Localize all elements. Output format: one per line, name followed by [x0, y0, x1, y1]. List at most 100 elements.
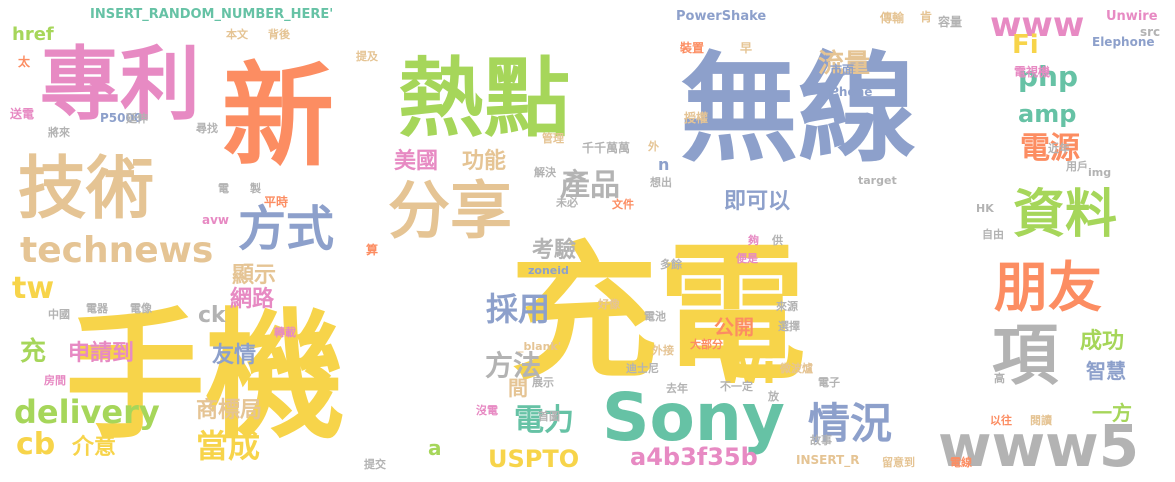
cloud-word: 流量 — [818, 49, 870, 79]
cloud-word: 分享 — [388, 174, 512, 247]
cloud-word: 解決 — [534, 165, 557, 179]
cloud-word: php — [1018, 60, 1078, 93]
cloud-word: 轉載 — [274, 325, 296, 339]
cloud-word: 想出 — [649, 175, 672, 189]
cloud-word: 高 — [994, 371, 1005, 385]
cloud-word: HK — [976, 202, 994, 215]
cloud-word: 肯 — [920, 9, 932, 24]
cloud-word: 閱讀 — [1030, 413, 1052, 427]
cloud-word: 電像 — [130, 301, 153, 315]
cloud-word: 技術 — [18, 150, 154, 229]
cloud-word: 去年 — [666, 381, 688, 395]
cloud-word: P5000 — [100, 111, 142, 125]
cloud-word: 選擇 — [778, 319, 800, 333]
cloud-word: 背後 — [268, 27, 291, 41]
cloud-word: iPhone — [826, 85, 872, 99]
cloud-word: _blank' — [518, 340, 561, 353]
cloud-word: 友情 — [212, 342, 256, 368]
cloud-word: 電視機 — [1014, 64, 1050, 79]
cloud-word: 電子 — [818, 376, 840, 389]
cloud-word: 本文 — [226, 27, 249, 41]
cloud-word: 方法 — [485, 349, 541, 382]
cloud-word: 電器 — [86, 302, 109, 315]
cloud-word: 故事 — [810, 433, 832, 447]
cloud-word: target — [858, 174, 897, 187]
cloud-word: amp — [1018, 100, 1076, 128]
cloud-word: USPTO — [488, 445, 579, 473]
cloud-word: Elephone — [1092, 35, 1155, 49]
cloud-word: 展示 — [531, 376, 554, 389]
cloud-word: 功能 — [462, 148, 506, 174]
cloud-word: 商標局 — [196, 397, 262, 423]
cloud-word: 專利 — [40, 38, 200, 131]
cloud-word: 算 — [366, 242, 378, 257]
cloud-word: 放 — [767, 389, 780, 403]
cloud-word: 市面 — [830, 62, 854, 77]
cloud-word: 新 — [222, 52, 334, 182]
cloud-word: 好像 — [597, 297, 621, 311]
cloud-word: 產品 — [560, 168, 620, 203]
cloud-word: 迪士尼 — [626, 361, 659, 375]
cloud-word: 用戶 — [1066, 159, 1088, 173]
cloud-word: 早 — [740, 41, 752, 55]
cloud-word: 採用 — [486, 290, 550, 328]
cloud-word: 供 — [771, 233, 783, 247]
cloud-word: 千千萬萬 — [582, 140, 630, 155]
cloud-word: 間 — [508, 376, 528, 400]
cloud-word: www — [990, 5, 1084, 45]
cloud-word: src — [1140, 25, 1160, 39]
cloud-word: 來源 — [776, 299, 798, 313]
cloud-word: 電源 — [1020, 131, 1080, 166]
cloud-word: 一方 — [1092, 401, 1132, 425]
cloud-word: 電池 — [644, 309, 666, 323]
cloud-word: tw — [12, 271, 54, 306]
cloud-word: 無線 — [680, 40, 916, 178]
cloud-word: cb — [16, 427, 55, 462]
cloud-word: 充電 — [510, 228, 806, 400]
cloud-word: 電力 — [514, 403, 574, 438]
cloud-word: 尋找 — [196, 121, 218, 135]
cloud-word: 製 — [249, 181, 262, 195]
cloud-word: 房間 — [44, 373, 66, 387]
cloud-word: 電線 — [950, 455, 972, 469]
cloud-word: 管理 — [542, 131, 564, 145]
cloud-word: 電 — [218, 182, 229, 195]
cloud-word: 公開 — [714, 315, 754, 339]
cloud-word: 太 — [18, 54, 31, 69]
cloud-word: 裝置 — [679, 40, 704, 55]
cloud-word: 方式 — [238, 201, 334, 257]
cloud-word: 外 — [647, 139, 659, 153]
cloud-word: 大部分 — [690, 337, 723, 351]
cloud-word: 以往 — [990, 413, 1012, 427]
cloud-word: 未必 — [555, 195, 578, 209]
cloud-word: Fi — [1012, 30, 1039, 60]
cloud-word: 送電 — [9, 106, 34, 121]
cloud-word: href — [12, 24, 54, 45]
cloud-word: ck — [198, 303, 227, 328]
cloud-word: 授權 — [684, 110, 708, 125]
cloud-word: 沒電 — [476, 403, 498, 417]
cloud-word: 提交 — [364, 457, 386, 471]
cloud-word: 延伸 — [125, 111, 148, 125]
cloud-word: img — [1088, 166, 1111, 179]
cloud-word: www5 — [938, 412, 1139, 480]
cloud-word: 資料 — [1013, 185, 1117, 245]
cloud-word: 情況 — [808, 399, 892, 448]
cloud-word: 熱點 — [398, 49, 570, 149]
cloud-word: a4b3f35b — [630, 443, 758, 471]
cloud-word: INSERT_RANDOM_NUMBER_HERE' — [90, 7, 333, 22]
cloud-word: 手機 — [65, 296, 345, 459]
cloud-word: 當成 — [196, 427, 260, 465]
cloud-word: a — [428, 436, 442, 460]
cloud-word: Sony — [602, 379, 785, 456]
cloud-word: 傳輸 — [879, 10, 905, 25]
cloud-word: 平時 — [264, 194, 288, 209]
cloud-word: 介意 — [71, 434, 116, 460]
cloud-word: 智慧 — [1086, 359, 1126, 383]
cloud-word: delivery — [14, 393, 160, 431]
cloud-word: 網路 — [230, 286, 275, 312]
cloud-word: 近年 — [1048, 141, 1070, 155]
cloud-word: 顯示 — [232, 263, 276, 288]
cloud-word: technews — [20, 230, 213, 271]
